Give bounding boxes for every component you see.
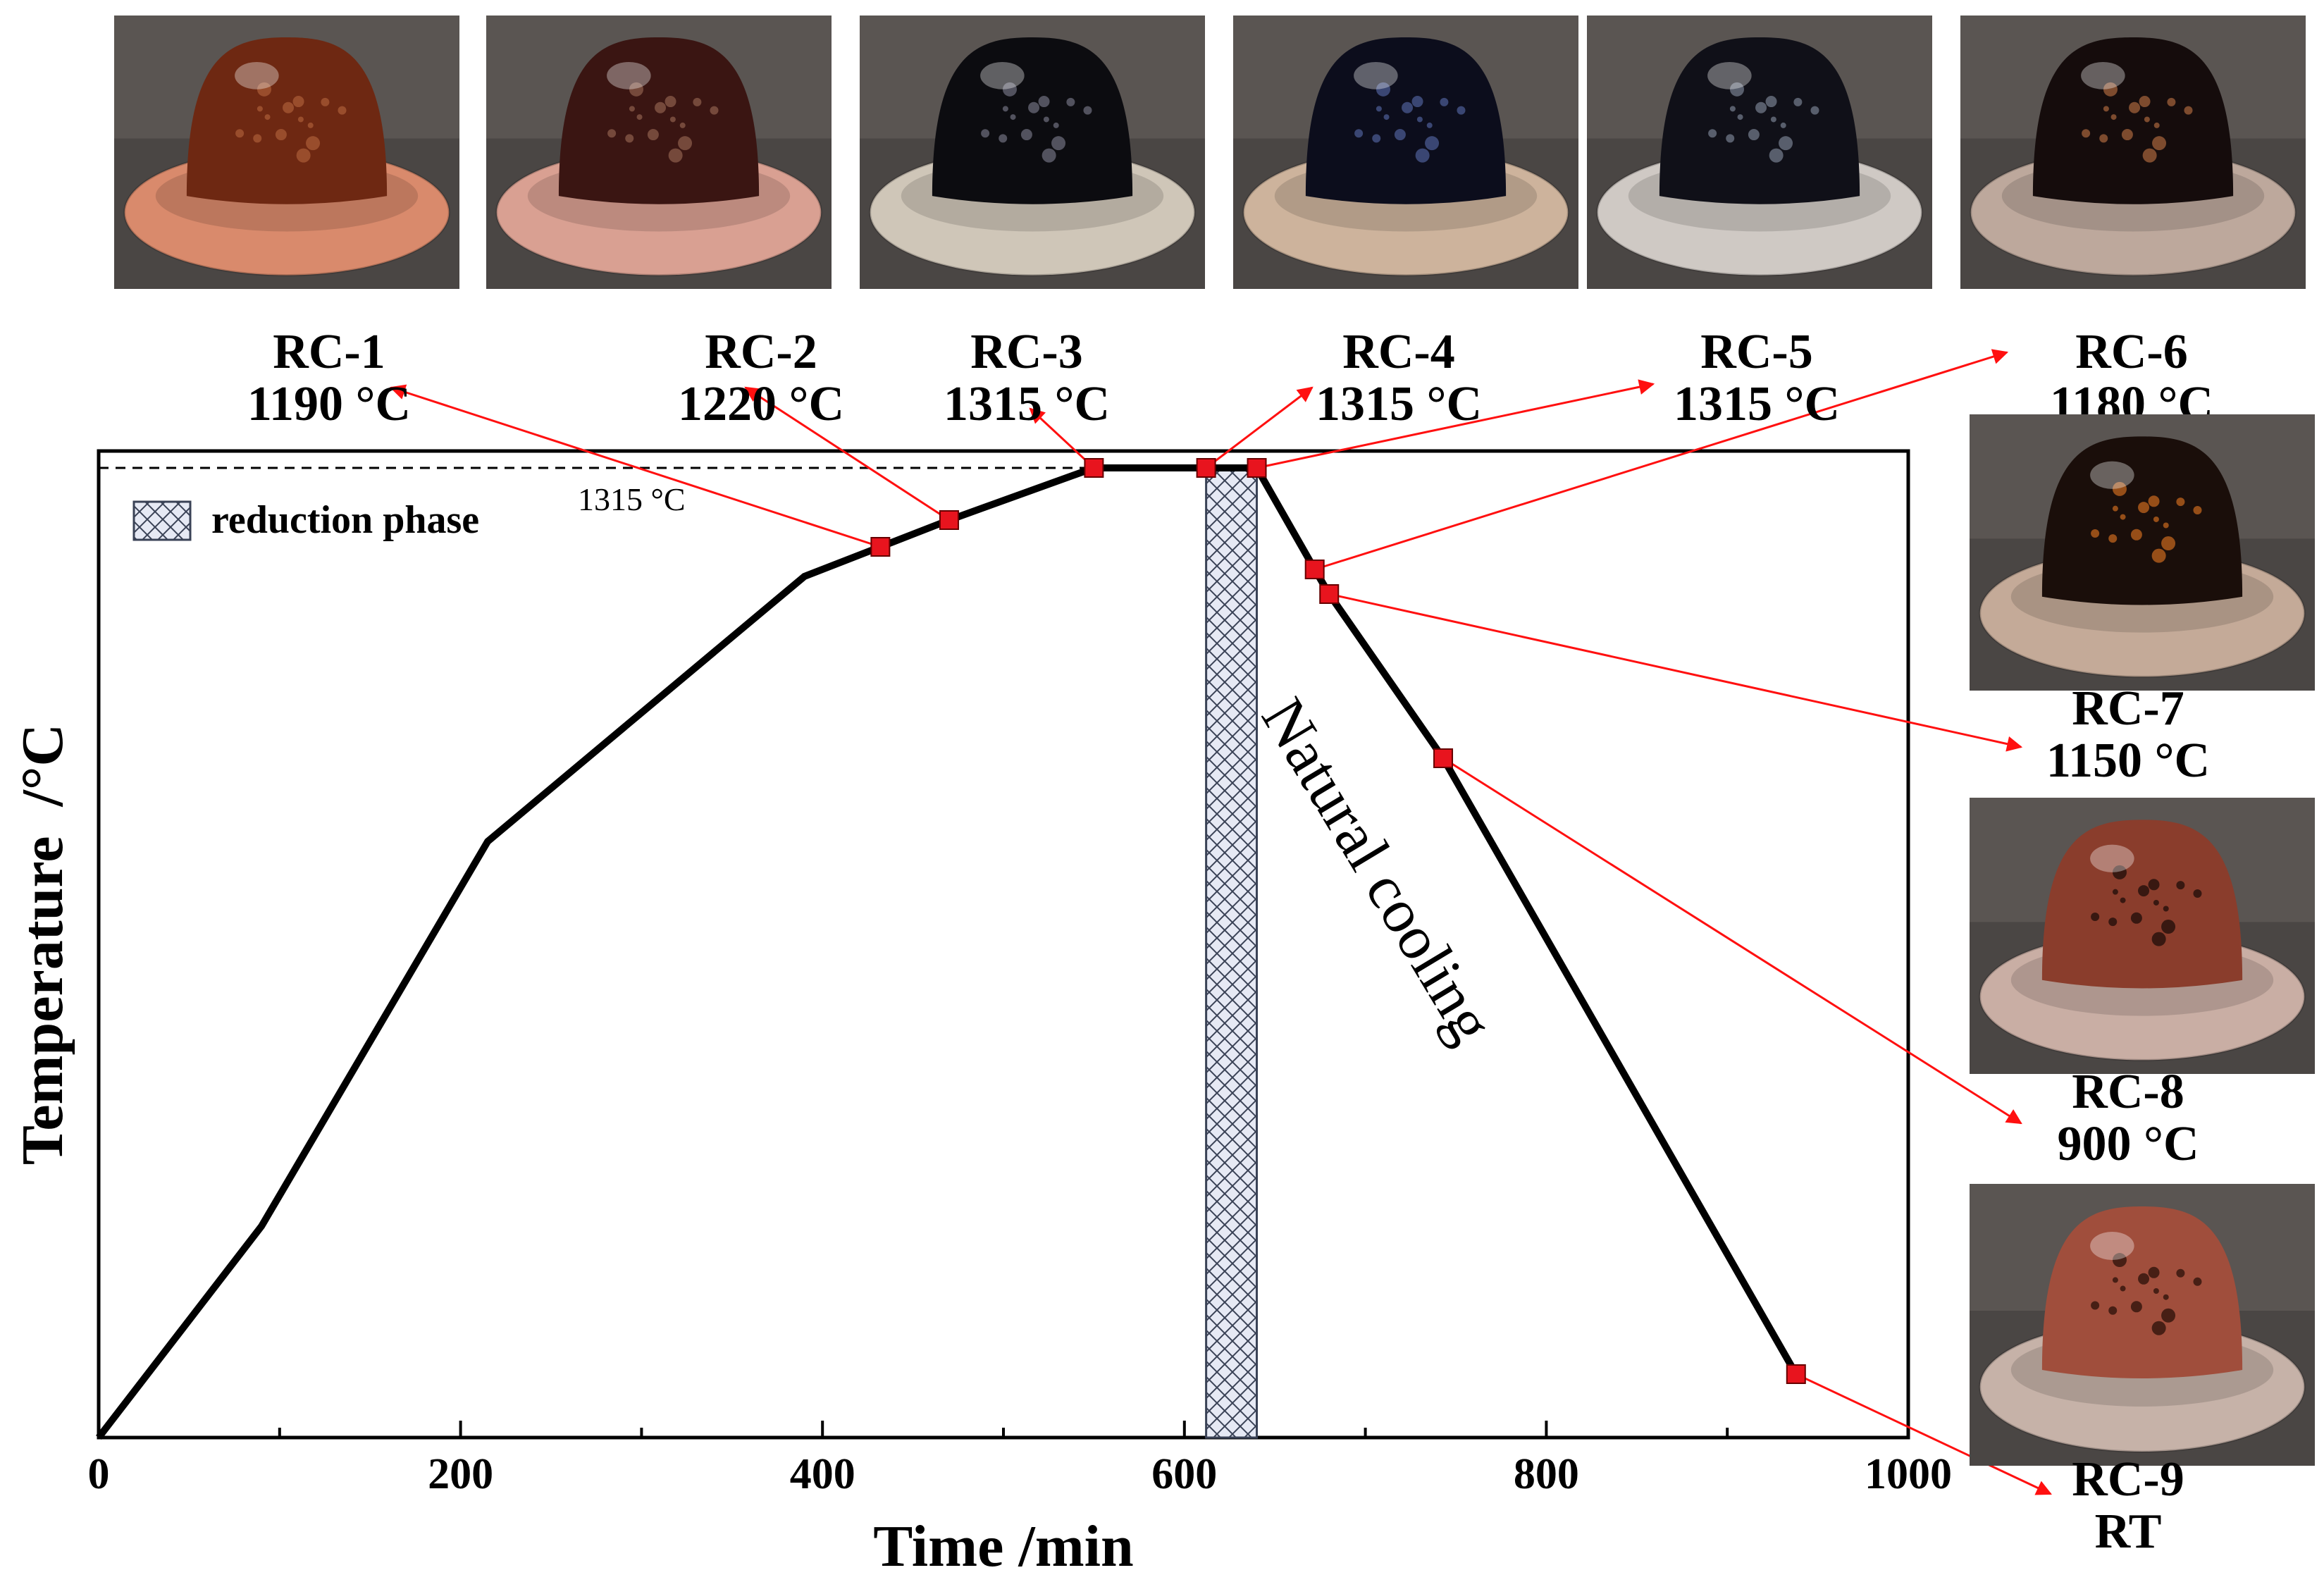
sample-temp-rc-5: 1315 °C	[1674, 377, 1840, 431]
x-tick-label-200: 200	[428, 1450, 493, 1498]
arrow-rc-5	[1256, 379, 1655, 469]
arrow-rc-8	[1442, 757, 2022, 1125]
sample-photo-rc-9	[1970, 1184, 2315, 1466]
marker-rc-1	[870, 537, 891, 557]
x-tick-label-400: 400	[790, 1450, 855, 1498]
sample-temp-rc-9: RT	[2095, 1505, 2162, 1559]
legend-label: reduction phase	[211, 498, 479, 542]
sample-temp-rc-7: 1150 °C	[2046, 734, 2210, 788]
sample-photo-rc-6	[1960, 16, 2306, 289]
marker-rc-8	[1433, 748, 1454, 768]
sample-label-rc-5: RC-5	[1700, 325, 1812, 379]
temperature-curve	[96, 464, 1800, 1440]
sample-temp-rc-8: 900 °C	[2057, 1117, 2199, 1171]
sample-label-rc-4: RC-4	[1342, 325, 1454, 379]
sample-photo-rc-2	[486, 16, 832, 289]
sample-photo-rc-4	[1233, 16, 1578, 289]
marker-rc-9	[1786, 1364, 1806, 1384]
sample-photo-rc-5	[1587, 16, 1932, 289]
y-axis-label: Temperature /°C	[10, 724, 75, 1165]
reduction-phase-band	[1205, 467, 1259, 1439]
sample-temp-rc-4: 1315 °C	[1316, 377, 1482, 431]
x-axis-label: Time /min	[873, 1514, 1133, 1579]
legend-swatch	[132, 500, 192, 541]
sample-label-rc-8: RC-8	[2072, 1065, 2184, 1119]
x-tick-label-1000: 1000	[1865, 1450, 1952, 1498]
marker-rc-5	[1247, 458, 1267, 478]
sample-photo-rc-8	[1970, 798, 2315, 1074]
sample-temp-rc-2: 1220 °C	[678, 377, 844, 431]
sample-markers	[870, 458, 1806, 1384]
sample-label-rc-1: RC-1	[273, 325, 385, 379]
sample-label-rc-6: RC-6	[2075, 325, 2187, 379]
sample-photo-rc-7	[1970, 414, 2315, 691]
sample-label-rc-3: RC-3	[970, 325, 1082, 379]
x-axis-ticks: 0 200 400 600 800 1000	[88, 1421, 1952, 1498]
plot-frame	[97, 449, 1910, 1440]
natural-cooling-annotation: Natural cooling	[1248, 687, 1506, 1054]
arrow-rc-9	[1795, 1373, 2052, 1495]
sample-label-rc-7: RC-7	[2072, 681, 2184, 736]
x-tick-label-600: 600	[1151, 1450, 1217, 1498]
marker-rc-6	[1304, 560, 1325, 579]
arrow-rc-6	[1314, 349, 2009, 571]
arrow-rc-2	[744, 386, 950, 521]
reference-line-label: 1315 °C	[578, 481, 686, 517]
arrow-rc-1	[389, 384, 881, 548]
sample-label-rc-9: RC-9	[2072, 1452, 2184, 1507]
marker-rc-7	[1319, 584, 1340, 604]
arrow-rc-3	[1029, 407, 1095, 469]
sample-photo-rc-3	[860, 16, 1205, 289]
arrow-rc-7	[1328, 593, 2023, 752]
annotation-arrows	[389, 349, 2052, 1495]
marker-rc-2	[939, 510, 959, 530]
sample-temp-rc-3: 1315 °C	[944, 377, 1110, 431]
sample-label-rc-2: RC-2	[705, 325, 817, 379]
x-tick-label-800: 800	[1514, 1450, 1579, 1498]
marker-rc-3	[1084, 458, 1104, 478]
arrow-rc-4	[1205, 386, 1314, 469]
x-tick-label-0: 0	[88, 1450, 110, 1498]
sample-photo-rc-1	[114, 16, 459, 289]
sample-temp-rc-1: 1190 °C	[247, 377, 411, 431]
marker-rc-4	[1196, 458, 1216, 478]
